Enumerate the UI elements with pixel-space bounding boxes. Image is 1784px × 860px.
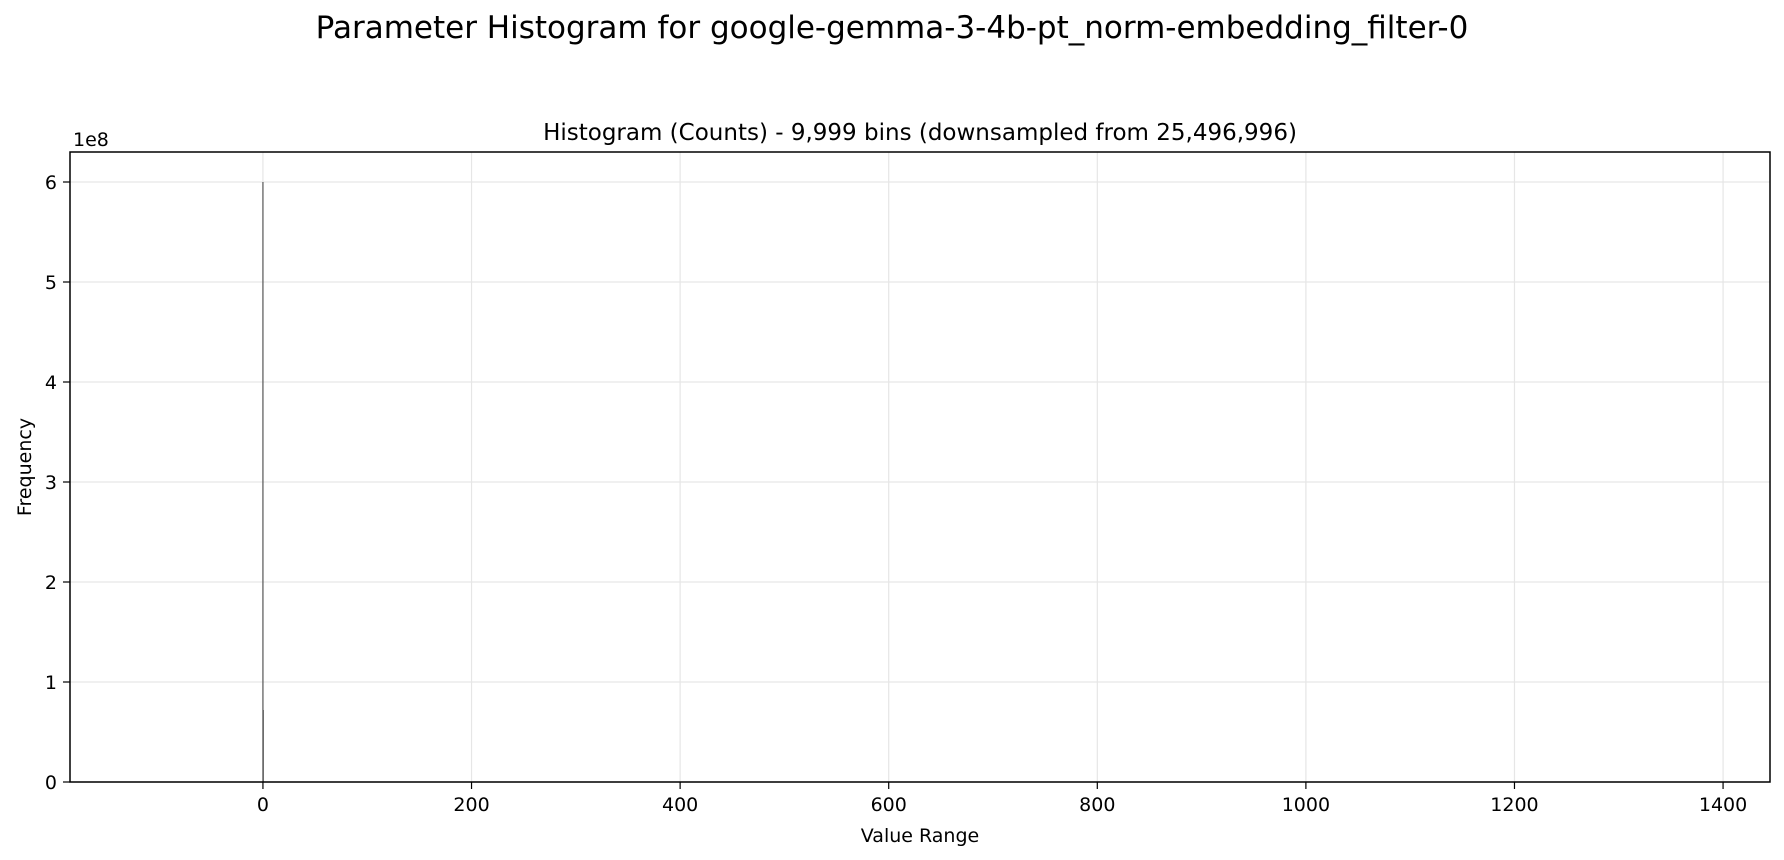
y-axis-label: Frequency (14, 418, 36, 516)
y-tick-label: 5 (45, 272, 57, 294)
y-tick-label: 3 (45, 472, 57, 494)
x-tick-label: 0 (257, 794, 269, 816)
x-tick-label: 1000 (1282, 794, 1330, 816)
x-axis-label: Value Range (861, 825, 979, 847)
plot-frame (69, 151, 1771, 783)
x-tick-label: 800 (1079, 794, 1115, 816)
x-tick-label: 600 (871, 794, 907, 816)
x-tick-label: 1400 (1699, 794, 1747, 816)
x-tick-label: 200 (453, 794, 489, 816)
y-tick-label: 0 (45, 772, 57, 794)
y-axis-offset-text: 1e8 (73, 129, 109, 151)
y-tick-label: 1 (45, 672, 57, 694)
y-tick-label: 6 (45, 172, 57, 194)
x-tick-label: 1200 (1490, 794, 1538, 816)
x-tick-label: 400 (662, 794, 698, 816)
y-tick-label: 2 (45, 572, 57, 594)
chart-title: Histogram (Counts) - 9,999 bins (downsam… (543, 120, 1297, 146)
axis-ticks: 0 200 400 600 800 1000 1200 1400 0 1 2 3 4 5 6 (45, 172, 1747, 816)
y-tick-label: 4 (45, 372, 57, 394)
figure-suptitle: Parameter Histogram for google-gemma-3-4… (315, 10, 1469, 46)
gridlines (70, 152, 1770, 783)
